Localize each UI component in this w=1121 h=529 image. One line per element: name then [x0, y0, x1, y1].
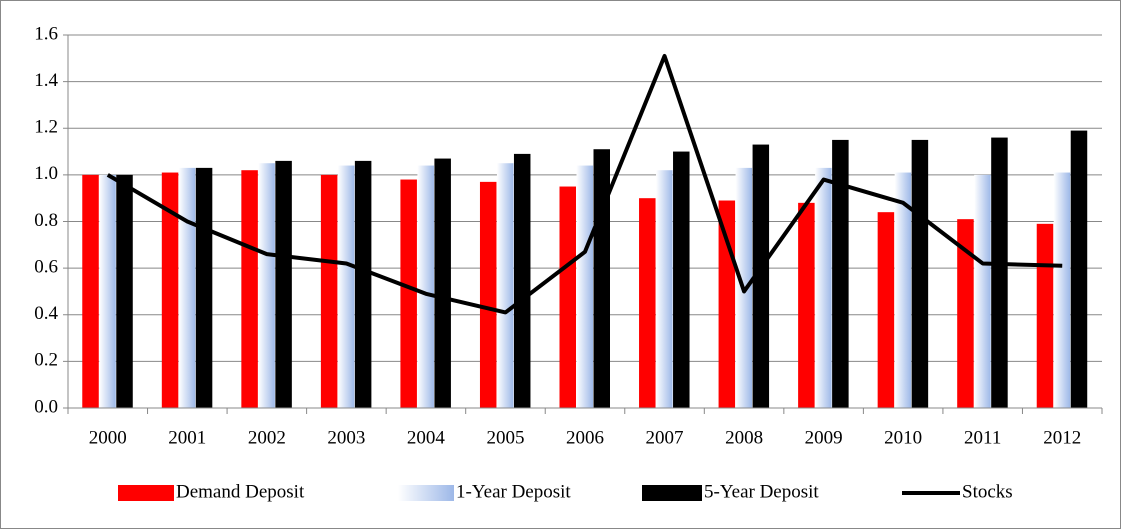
y-tick-label: 1.2 [34, 117, 58, 138]
bar [593, 149, 610, 408]
x-tick-label: 2010 [884, 427, 922, 448]
x-tick-label: 2009 [805, 427, 843, 448]
legend-label: Stocks [962, 481, 1013, 502]
bar [911, 139, 929, 408]
x-tick-label: 2004 [407, 427, 446, 448]
y-tick-label: 0.6 [34, 256, 58, 277]
x-tick-label: 2011 [964, 427, 1001, 448]
bar [320, 174, 338, 408]
bar [434, 158, 451, 408]
y-tick-label: 1.4 [34, 70, 58, 91]
bar [1036, 223, 1054, 408]
x-tick-label: 2007 [646, 427, 684, 448]
x-tick-label: 2005 [486, 427, 524, 448]
bar [513, 153, 531, 408]
bar [417, 165, 434, 408]
bar [974, 174, 991, 408]
x-tick-label: 2001 [168, 427, 206, 448]
bar [991, 137, 1008, 408]
legend-label: 5-Year Deposit [704, 481, 819, 502]
y-tick-label: 0.2 [34, 350, 58, 371]
bar [82, 174, 99, 408]
x-tick-label: 2008 [725, 427, 763, 448]
bar [1053, 172, 1071, 408]
bar [576, 165, 593, 408]
bar [178, 167, 196, 408]
bar [957, 219, 974, 408]
y-tick-label: 0.8 [34, 210, 58, 231]
bar [195, 167, 213, 408]
marks [82, 53, 1088, 409]
bar [815, 167, 832, 408]
legend: Demand Deposit 1-Year Deposit 5-Year Depos… [118, 481, 1013, 502]
y-tick-label: 1.0 [34, 163, 58, 184]
y-tick-label: 1.6 [34, 23, 58, 44]
bar [559, 186, 576, 408]
bar [116, 174, 133, 408]
bar [639, 198, 656, 408]
bar [496, 163, 514, 408]
bar [275, 160, 292, 408]
legend-label: Demand Deposit [176, 481, 305, 502]
bar [718, 200, 736, 408]
x-tick-label: 2003 [327, 427, 365, 448]
bar [354, 160, 372, 408]
bar [894, 172, 912, 408]
legend-label: 1-Year Deposit [456, 481, 571, 502]
bar [673, 151, 690, 408]
line [106, 53, 1063, 315]
bar [752, 144, 770, 408]
bar [241, 170, 258, 408]
bar [99, 174, 116, 408]
bar [400, 179, 417, 408]
x-tick-label: 2006 [566, 427, 604, 448]
bar [656, 170, 673, 408]
y-tick-label: 0.0 [34, 396, 58, 417]
bar [798, 202, 815, 408]
bar [161, 172, 179, 408]
bar [877, 212, 895, 408]
x-tick-label: 2002 [248, 427, 286, 448]
legend-swatch [398, 485, 454, 501]
x-tick-label: 2000 [89, 427, 127, 448]
bar [258, 163, 275, 408]
bar [832, 139, 849, 408]
bar [337, 165, 355, 408]
x-tick-label: 2012 [1043, 427, 1081, 448]
bar [479, 181, 497, 408]
legend-swatch [642, 485, 702, 501]
bar [1070, 130, 1088, 409]
axes: 0.0 0.2 0.4 0.6 0.8 1.0 1.2 1.4 1.6 2000 2001 2002 2… [34, 23, 1103, 448]
legend-swatch [118, 485, 174, 501]
y-tick-label: 0.4 [34, 303, 58, 324]
